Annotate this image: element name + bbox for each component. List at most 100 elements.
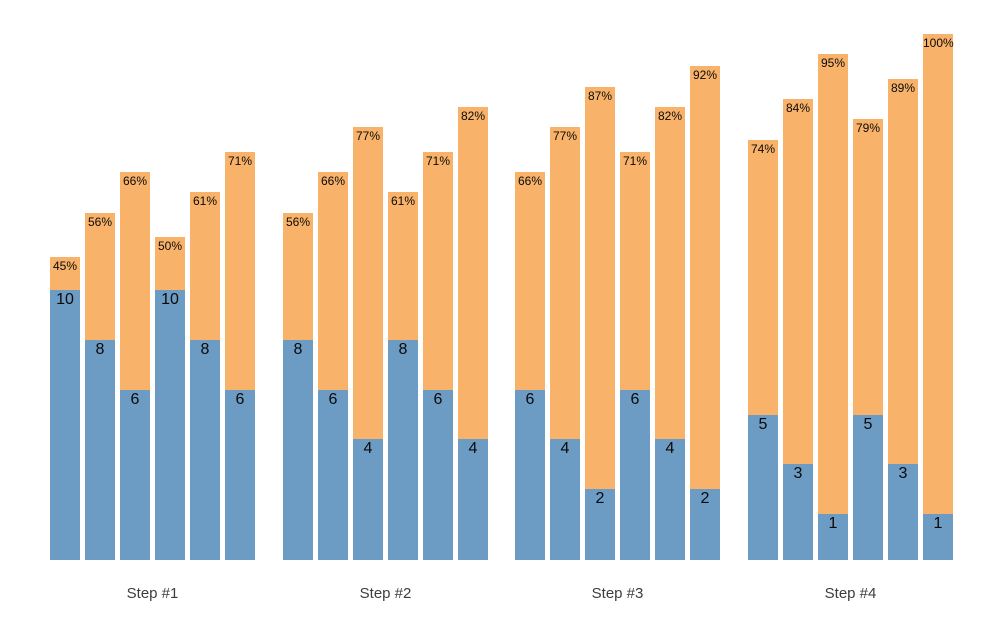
segment-percent-complete (550, 127, 580, 439)
value-label: 6 (525, 391, 535, 408)
segment-remaining-count (353, 439, 383, 560)
segment-remaining-count (923, 514, 953, 560)
percent-label: 77% (355, 129, 381, 143)
value-label: 6 (235, 391, 245, 408)
segment-percent-complete (120, 172, 150, 390)
segment-percent-complete (783, 99, 813, 464)
value-label: 2 (700, 490, 710, 507)
percent-label: 66% (122, 174, 148, 188)
value-label: 5 (863, 416, 873, 433)
segment-remaining-count (283, 340, 313, 560)
segment-percent-complete (155, 237, 185, 290)
segment-percent-complete (655, 107, 685, 439)
value-label: 4 (665, 440, 675, 457)
segment-remaining-count (783, 464, 813, 560)
segment-remaining-count (388, 340, 418, 560)
percent-label: 77% (552, 129, 578, 143)
percent-label: 56% (87, 215, 113, 229)
percent-label: 82% (460, 109, 486, 123)
percent-label: 61% (390, 194, 416, 208)
segment-remaining-count (655, 439, 685, 560)
segment-percent-complete (690, 66, 720, 489)
segment-remaining-count (818, 514, 848, 560)
percent-label: 45% (52, 259, 78, 273)
segment-remaining-count (85, 340, 115, 560)
value-label: 4 (468, 440, 478, 457)
percent-label: 66% (517, 174, 543, 188)
segment-percent-complete (318, 172, 348, 390)
segment-percent-complete (853, 119, 883, 415)
percent-label: 89% (890, 81, 916, 95)
segment-remaining-count (120, 390, 150, 560)
segment-percent-complete (585, 87, 615, 489)
segment-percent-complete (225, 152, 255, 390)
percent-label: 79% (855, 121, 881, 135)
segment-remaining-count (748, 415, 778, 560)
value-label: 6 (630, 391, 640, 408)
value-label: 6 (130, 391, 140, 408)
segment-remaining-count (225, 390, 255, 560)
value-label: 10 (161, 291, 179, 308)
value-label: 6 (328, 391, 338, 408)
segment-percent-complete (50, 257, 80, 290)
percent-label: 74% (750, 142, 776, 156)
percent-label: 71% (425, 154, 451, 168)
segment-remaining-count (585, 489, 615, 560)
percent-label: 87% (587, 89, 613, 103)
percent-label: 61% (192, 194, 218, 208)
group-label-step-1: Step #1 (126, 585, 179, 602)
percent-label: 100% (923, 36, 954, 50)
percent-label: 66% (320, 174, 346, 188)
segment-remaining-count (423, 390, 453, 560)
value-label: 4 (560, 440, 570, 457)
segment-remaining-count (318, 390, 348, 560)
value-label: 3 (898, 465, 908, 482)
segment-remaining-count (190, 340, 220, 560)
segment-percent-complete (515, 172, 545, 390)
value-label: 8 (200, 341, 210, 358)
segment-percent-complete (818, 54, 848, 514)
segment-percent-complete (923, 34, 953, 514)
segment-percent-complete (620, 152, 650, 390)
segment-remaining-count (550, 439, 580, 560)
group-label-step-2: Step #2 (359, 585, 412, 602)
group-label-step-3: Step #3 (591, 585, 644, 602)
segment-remaining-count (888, 464, 918, 560)
percent-label: 92% (692, 68, 718, 82)
segment-remaining-count (853, 415, 883, 560)
value-label: 8 (95, 341, 105, 358)
segment-percent-complete (283, 213, 313, 340)
segment-percent-complete (458, 107, 488, 439)
percent-label: 50% (157, 239, 183, 253)
percent-label: 56% (285, 215, 311, 229)
value-label: 8 (293, 341, 303, 358)
value-label: 1 (933, 515, 943, 532)
segment-percent-complete (353, 127, 383, 439)
segment-percent-complete (423, 152, 453, 390)
segment-percent-complete (190, 192, 220, 340)
percent-label: 71% (622, 154, 648, 168)
percent-label: 95% (820, 56, 846, 70)
segment-percent-complete (888, 79, 918, 464)
value-label: 10 (56, 291, 74, 308)
value-label: 8 (398, 341, 408, 358)
segment-remaining-count (155, 290, 185, 560)
percent-label: 82% (657, 109, 683, 123)
value-label: 2 (595, 490, 605, 507)
segment-percent-complete (388, 192, 418, 340)
group-label-step-4: Step #4 (824, 585, 877, 602)
segment-remaining-count (458, 439, 488, 560)
segment-remaining-count (515, 390, 545, 560)
value-label: 1 (828, 515, 838, 532)
value-label: 6 (433, 391, 443, 408)
segment-remaining-count (690, 489, 720, 560)
value-label: 5 (758, 416, 768, 433)
value-label: 4 (363, 440, 373, 457)
percent-label: 84% (785, 101, 811, 115)
segment-percent-complete (85, 213, 115, 340)
value-label: 3 (793, 465, 803, 482)
segment-percent-complete (748, 140, 778, 415)
segment-remaining-count (620, 390, 650, 560)
percent-label: 71% (227, 154, 253, 168)
